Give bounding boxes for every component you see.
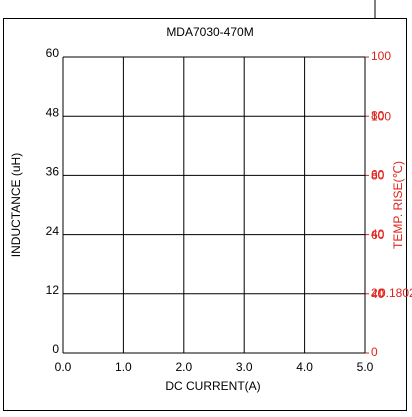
annotation: 0.1802 bbox=[379, 286, 412, 300]
x-tick-label: 2.0 bbox=[175, 360, 192, 374]
y-tick-label: 48 bbox=[46, 105, 60, 119]
y2-tick-label: 0 bbox=[371, 345, 378, 359]
y-tick-label: 60 bbox=[46, 46, 60, 60]
y3-tick-label: 60 bbox=[371, 228, 385, 242]
y2-tick-label: 100 bbox=[371, 49, 391, 63]
frame bbox=[3, 18, 407, 411]
chart-title: MDA7030-470M bbox=[166, 25, 253, 39]
y-tick-label: 0 bbox=[52, 342, 59, 356]
y-axis-label: INDUCTANCE (uH) bbox=[9, 153, 23, 257]
y3-tick-label: 40 bbox=[371, 287, 385, 301]
x-axis-label: DC CURRENT(A) bbox=[165, 379, 260, 393]
x-tick-label: 0.0 bbox=[55, 360, 72, 374]
y-tick-label: 12 bbox=[46, 283, 60, 297]
y2-tick-label: 80 bbox=[371, 108, 385, 122]
x-tick-label: 4.0 bbox=[296, 360, 313, 374]
y-tick-label: 36 bbox=[46, 165, 60, 179]
y2-axis-label: TEMP. RISE(℃) bbox=[391, 161, 405, 249]
y2-tick-label: 20 bbox=[371, 286, 385, 300]
x-tick-label: 3.0 bbox=[236, 360, 253, 374]
x-tick-label: 5.0 bbox=[357, 360, 374, 374]
x-tick-label: 1.0 bbox=[115, 360, 132, 374]
y-tick-label: 24 bbox=[46, 224, 60, 238]
y3-tick-label: 100 bbox=[371, 109, 391, 123]
y3-tick-label: 80 bbox=[371, 169, 385, 183]
y2-tick-label: 40 bbox=[371, 227, 385, 241]
y2-tick-label: 60 bbox=[371, 168, 385, 182]
